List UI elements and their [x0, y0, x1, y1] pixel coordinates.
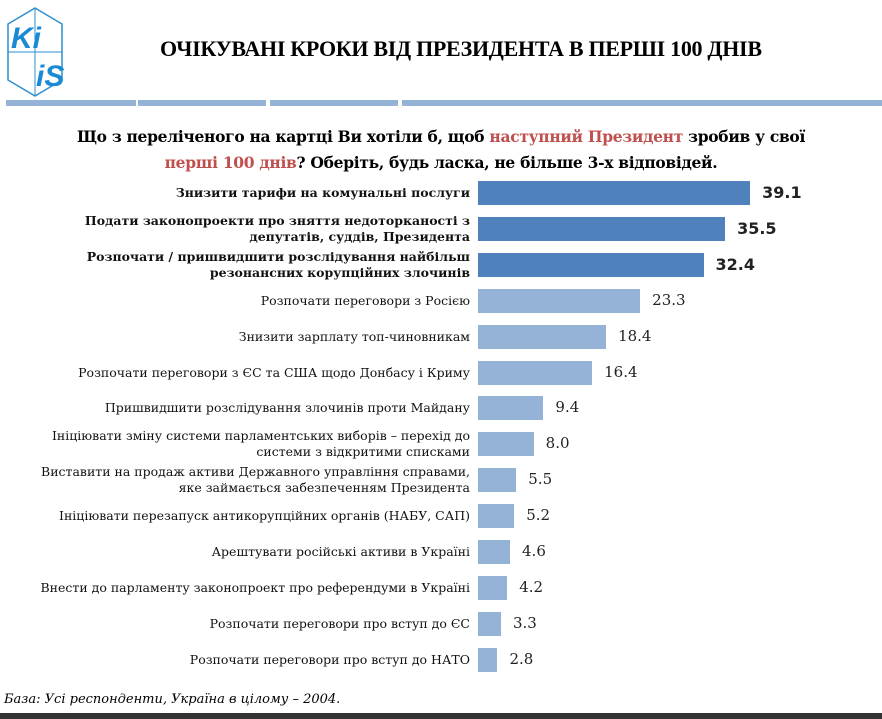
category-label: Подати законопроекти про зняття недоторк… — [84, 212, 470, 244]
value-label: 4.2 — [519, 577, 544, 596]
value-label: 35.5 — [737, 218, 777, 238]
bar — [478, 396, 544, 421]
category-label: Ініціювати зміну системи парламентських … — [51, 428, 470, 460]
question-highlight: наступний Президент — [489, 127, 684, 146]
question-part: зробив у свої — [683, 127, 806, 146]
bar — [478, 647, 498, 672]
category-label: Виставити на продаж активи Державного уп… — [41, 464, 470, 496]
bar — [478, 181, 751, 205]
value-label: 5.5 — [528, 470, 553, 489]
kiis-logo: Ki iS — [7, 7, 64, 97]
category-label: Пришвидшити розслідування злочинів проти… — [104, 400, 470, 416]
value-label: 16.4 — [604, 362, 638, 381]
svg-text:Ki: Ki — [11, 22, 42, 55]
separator — [6, 100, 136, 106]
separator — [402, 100, 882, 106]
value-label: 5.2 — [526, 506, 551, 525]
category-label: Розпочати / пришвидшити розслідування на… — [86, 248, 470, 280]
question-text: Що з переліченого на картці Ви хотіли б,… — [0, 124, 882, 176]
page-title: ОЧІКУВАНІ КРОКИ ВІД ПРЕЗИДЕНТА В ПЕРШІ 1… — [160, 36, 762, 61]
bottom-band — [0, 713, 882, 719]
category-label: Внести до парламенту законопроект про ре… — [40, 579, 471, 595]
value-label: 39.1 — [762, 183, 802, 202]
svg-text:iS: iS — [36, 60, 64, 93]
value-label: 3.3 — [512, 613, 537, 632]
value-label: 32.4 — [715, 254, 755, 274]
category-label: Розпочати переговори про вступ до НАТО — [189, 651, 470, 667]
bar — [478, 468, 517, 493]
value-label: 18.4 — [618, 326, 652, 345]
category-label: Знизити тарифи на комунальні послуги — [175, 185, 470, 200]
value-label: 8.0 — [545, 434, 570, 453]
footnote: База: Усі респонденти, Україна в цілому … — [4, 692, 341, 707]
bar — [478, 611, 501, 636]
bar — [478, 575, 508, 600]
question-highlight: перші 100 днів — [164, 153, 297, 172]
value-label: 2.8 — [509, 649, 534, 668]
category-label: Ініціювати перезапуск антикорупційних ор… — [59, 508, 470, 524]
bar — [478, 360, 593, 385]
bar — [478, 324, 607, 349]
category-label: Розпочати переговори про вступ до ЄС — [209, 615, 470, 631]
bar — [478, 504, 515, 529]
category-label: Розпочати переговори з Росією — [260, 292, 470, 308]
separator — [270, 100, 398, 106]
category-label: Розпочати переговори з ЄС та США щодо До… — [78, 364, 470, 380]
bar — [478, 288, 641, 313]
bar — [478, 252, 704, 277]
category-label: Арештувати російські активи в Україні — [211, 544, 470, 559]
value-label: 23.3 — [652, 290, 686, 309]
question-part: ? Оберіть, будь ласка, не більше 3-х від… — [296, 153, 718, 172]
category-label: Знизити зарплату топ-чиновникам — [238, 328, 470, 344]
bar — [478, 540, 511, 564]
bar — [478, 432, 534, 457]
value-label: 9.4 — [555, 398, 580, 417]
separator — [138, 100, 266, 106]
value-label: 4.6 — [522, 542, 546, 560]
question-part: Що з переліченого на картці Ви хотіли б,… — [76, 127, 490, 146]
bar — [478, 216, 726, 241]
